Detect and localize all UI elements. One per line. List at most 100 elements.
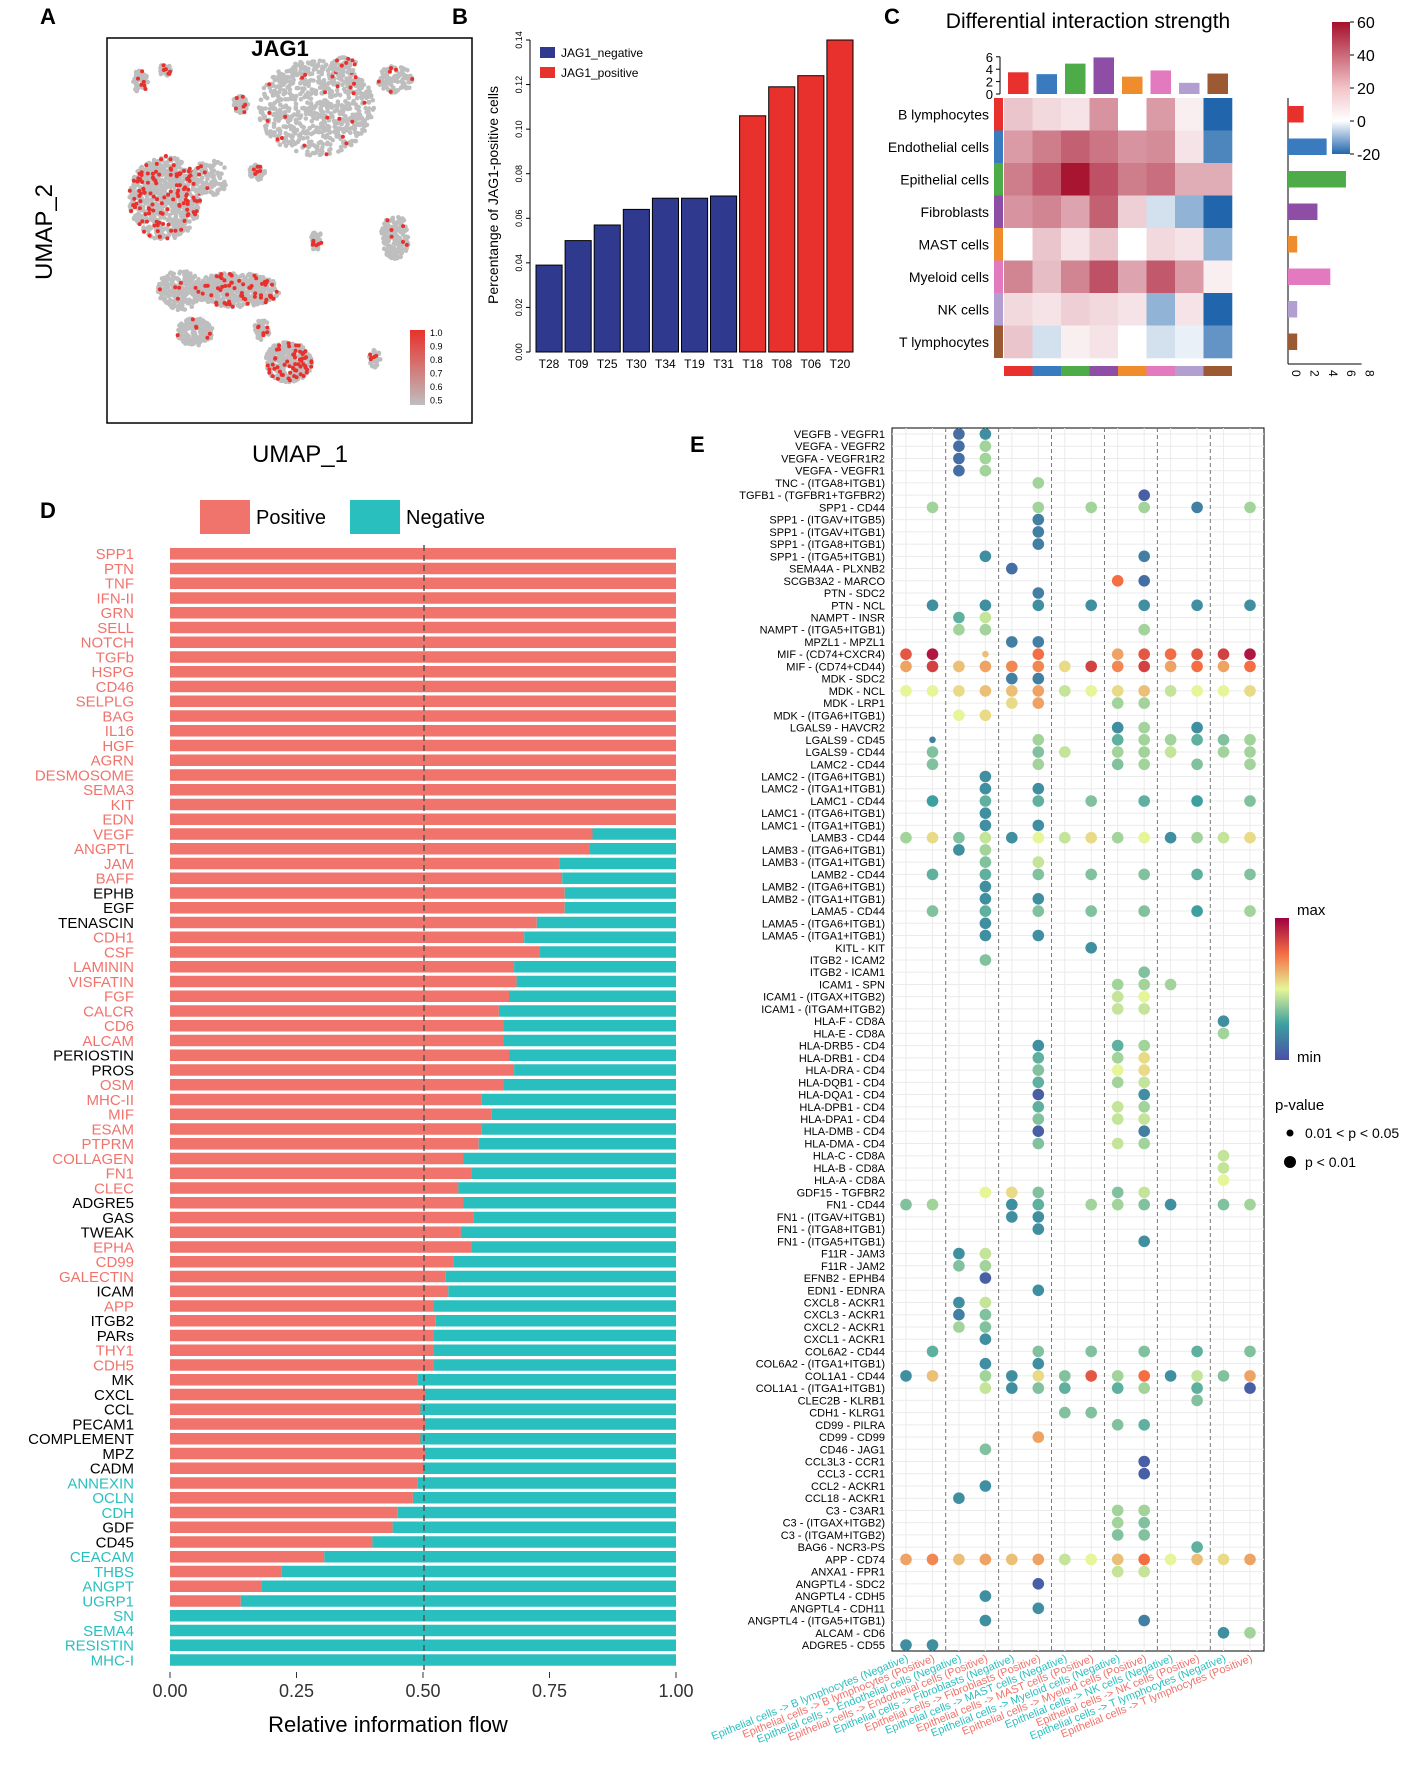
umap-cell xyxy=(202,190,208,195)
flow-category-label: SELPLG xyxy=(76,694,134,711)
bar-b-bar xyxy=(622,208,650,353)
flow-bar-positive xyxy=(170,1492,413,1504)
flow-bar-negative xyxy=(590,843,676,855)
bar-b-category-label: T18 xyxy=(742,357,763,371)
bubble-point xyxy=(979,929,992,942)
flow-category-label: PTN xyxy=(104,561,134,578)
flow-bar-positive xyxy=(170,680,676,693)
heatmap-col-swatch xyxy=(1203,366,1232,376)
umap-cell xyxy=(336,75,342,81)
flow-category-label: MIF xyxy=(108,1107,134,1124)
umap-cell-positive xyxy=(178,280,183,285)
umap-cell xyxy=(390,215,396,221)
umap-cell xyxy=(306,111,312,117)
flow-bar-negative xyxy=(504,1079,676,1091)
bubble-point xyxy=(1191,868,1203,881)
umap-cell-positive xyxy=(222,301,227,305)
umap-cell xyxy=(163,203,168,208)
umap-cell-positive xyxy=(353,75,358,80)
umap-x-label: UMAP_1 xyxy=(252,441,348,468)
umap-cell-positive xyxy=(175,296,180,301)
flow-category-label: ITGB2 xyxy=(91,1313,134,1330)
umap-cell-positive xyxy=(339,63,344,68)
bubble-row-label: HLA-DRB1 - CD4 xyxy=(799,1053,885,1065)
flow-bar-negative xyxy=(433,1329,676,1342)
bubble-point xyxy=(1244,1553,1256,1566)
umap-cell xyxy=(320,67,326,72)
umap-cell xyxy=(327,151,333,156)
umap-cell xyxy=(325,140,330,145)
heatmap-row-label: B lymphocytes xyxy=(898,106,989,122)
umap-cell xyxy=(177,231,183,236)
bubble-point xyxy=(1111,1516,1124,1529)
bubble-point xyxy=(953,440,965,453)
umap-cell xyxy=(404,236,409,241)
umap-cell-positive xyxy=(283,114,288,119)
umap-cell xyxy=(176,218,181,223)
flow-bar-positive xyxy=(170,784,676,796)
umap-cell xyxy=(359,85,365,91)
bubble-point xyxy=(1006,1211,1018,1223)
bubble-plot-area xyxy=(891,427,1265,1652)
bubble-point xyxy=(953,464,965,477)
bubble-row-label: MPZL1 - MPZL1 xyxy=(804,637,885,649)
umap-cell xyxy=(397,247,402,252)
umap-cell xyxy=(296,133,302,138)
umap-cell xyxy=(393,237,398,242)
umap-cell-positive xyxy=(166,222,171,227)
umap-cell xyxy=(302,80,308,86)
bubble-row-label: MDK - SDC2 xyxy=(821,674,885,686)
umap-cell xyxy=(268,133,273,139)
bar-b-y-tick-label: 0.06 xyxy=(514,210,524,228)
umap-cell-positive xyxy=(352,62,357,67)
umap-cell-positive xyxy=(140,219,145,224)
bubble-point xyxy=(1032,477,1045,489)
umap-cluster xyxy=(376,64,415,95)
umap-cell-positive xyxy=(280,373,285,377)
bubble-point xyxy=(1138,1088,1150,1101)
umap-cell xyxy=(283,345,288,350)
bubble-point xyxy=(1111,1370,1124,1382)
flow-bars xyxy=(170,548,677,1666)
bubble-row-label: LAMB3 - (ITGA1+ITGB1) xyxy=(762,857,885,869)
bubble-row-label: EDN1 - EDNRA xyxy=(807,1285,885,1297)
umap-cell-positive xyxy=(163,154,168,158)
umap-cell-positive xyxy=(214,300,219,305)
bubble-row-label: COL1A1 - (ITGA1+ITGB1) xyxy=(756,1383,885,1395)
flow-bar-positive xyxy=(170,1536,373,1548)
umap-cell xyxy=(287,106,292,111)
bubble-point xyxy=(1059,831,1071,844)
flow-bar-positive xyxy=(170,1285,449,1297)
flow-labels: SPP1PTNTNFIFN-IIGRNSELLNOTCHTGFbHSPGCD46… xyxy=(28,546,134,1669)
umap-cell xyxy=(167,271,173,276)
flow-bar-positive xyxy=(170,1359,434,1371)
bubble-point xyxy=(926,501,939,514)
bubble-row-label: LAMB2 - CD44 xyxy=(811,869,885,881)
umap-cell-positive xyxy=(300,352,305,356)
heatmap-col-swatch xyxy=(1118,366,1147,376)
bubble-point xyxy=(1138,734,1150,746)
bubble-point xyxy=(1217,648,1230,660)
bubble-row-label: MIF - (CD74+CXCR4) xyxy=(777,649,885,661)
umap-y-label: UMAP_2 xyxy=(31,184,58,280)
bubble-point xyxy=(1138,1467,1150,1480)
flow-category-label: IFN-II xyxy=(97,590,135,607)
umap-cell xyxy=(180,179,185,184)
bubble-point xyxy=(900,648,912,660)
umap-cell-positive xyxy=(348,85,353,90)
heatmap-top-tick-label: 2 xyxy=(986,75,993,90)
bubble-point xyxy=(1244,868,1256,881)
umap-cell xyxy=(197,316,203,322)
umap-cell-positive xyxy=(293,362,298,367)
bubble-point xyxy=(1217,1198,1230,1211)
flow-bar-positive xyxy=(170,1447,426,1460)
umap-cell-positive xyxy=(330,74,335,79)
umap-cell xyxy=(343,114,348,119)
bubble-row-label: ANGPTL4 - CDH11 xyxy=(790,1603,885,1615)
heatmap-cell xyxy=(1061,98,1090,131)
umap-cell xyxy=(216,293,221,299)
umap-cell xyxy=(341,118,347,123)
umap-cell-positive xyxy=(388,89,393,94)
heatmap-side-bar xyxy=(1288,268,1331,285)
